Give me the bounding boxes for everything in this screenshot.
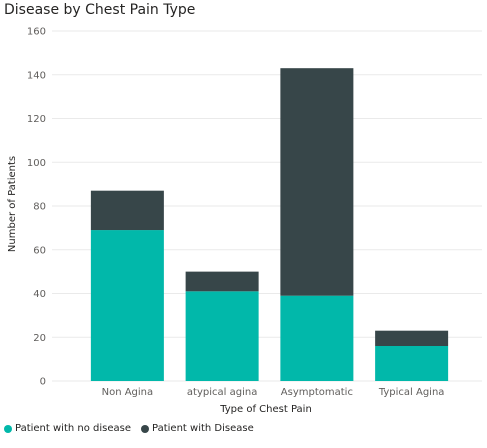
bar-segment[interactable] [280,68,354,296]
bar-segment[interactable] [280,295,354,381]
legend-item-no-disease[interactable]: Patient with no disease [4,423,131,434]
x-tick-label: Typical Agina [378,387,445,398]
legend-dot-icon [4,424,12,433]
bar-segment[interactable] [185,291,259,381]
y-tick-label: 100 [27,158,46,169]
bar-segment[interactable] [375,346,449,381]
x-tick-labels: Non Agina atypical agina Asymptomatic Typic… [102,387,445,398]
x-tick-label: Non Agina [102,387,154,398]
bar-segment[interactable] [90,230,164,381]
legend-item-disease[interactable]: Patient with Disease [141,423,254,434]
y-tick-label: 60 [33,245,46,256]
y-tick-label: 0 [40,377,46,388]
y-tick-label: 140 [27,70,46,81]
legend-label: Patient with no disease [15,423,132,434]
bar-segment[interactable] [90,190,164,231]
y-tick-label: 120 [27,114,46,125]
y-tick-labels: 0 20 40 60 80 100 120 140 160 [27,27,46,388]
x-tick-label: atypical agina [187,387,257,398]
legend-label: Patient with Disease [152,423,254,434]
y-tick-label: 80 [33,202,46,213]
y-tick-label: 20 [33,333,46,344]
y-axis-title: Number of Patients [7,156,18,252]
bar-segment[interactable] [375,330,449,346]
legend: Patient with no disease Patient with Dis… [4,423,254,434]
gridlines [52,30,482,382]
x-axis-title: Type of Chest Pain [219,404,312,415]
bars [90,68,449,381]
y-tick-label: 40 [33,289,46,300]
x-tick-label: Asymptomatic [281,387,353,398]
chart-title: Disease by Chest Pain Type [4,2,196,18]
bar-segment[interactable] [185,271,259,292]
legend-dot-icon [141,424,150,433]
y-tick-label: 160 [27,27,46,38]
